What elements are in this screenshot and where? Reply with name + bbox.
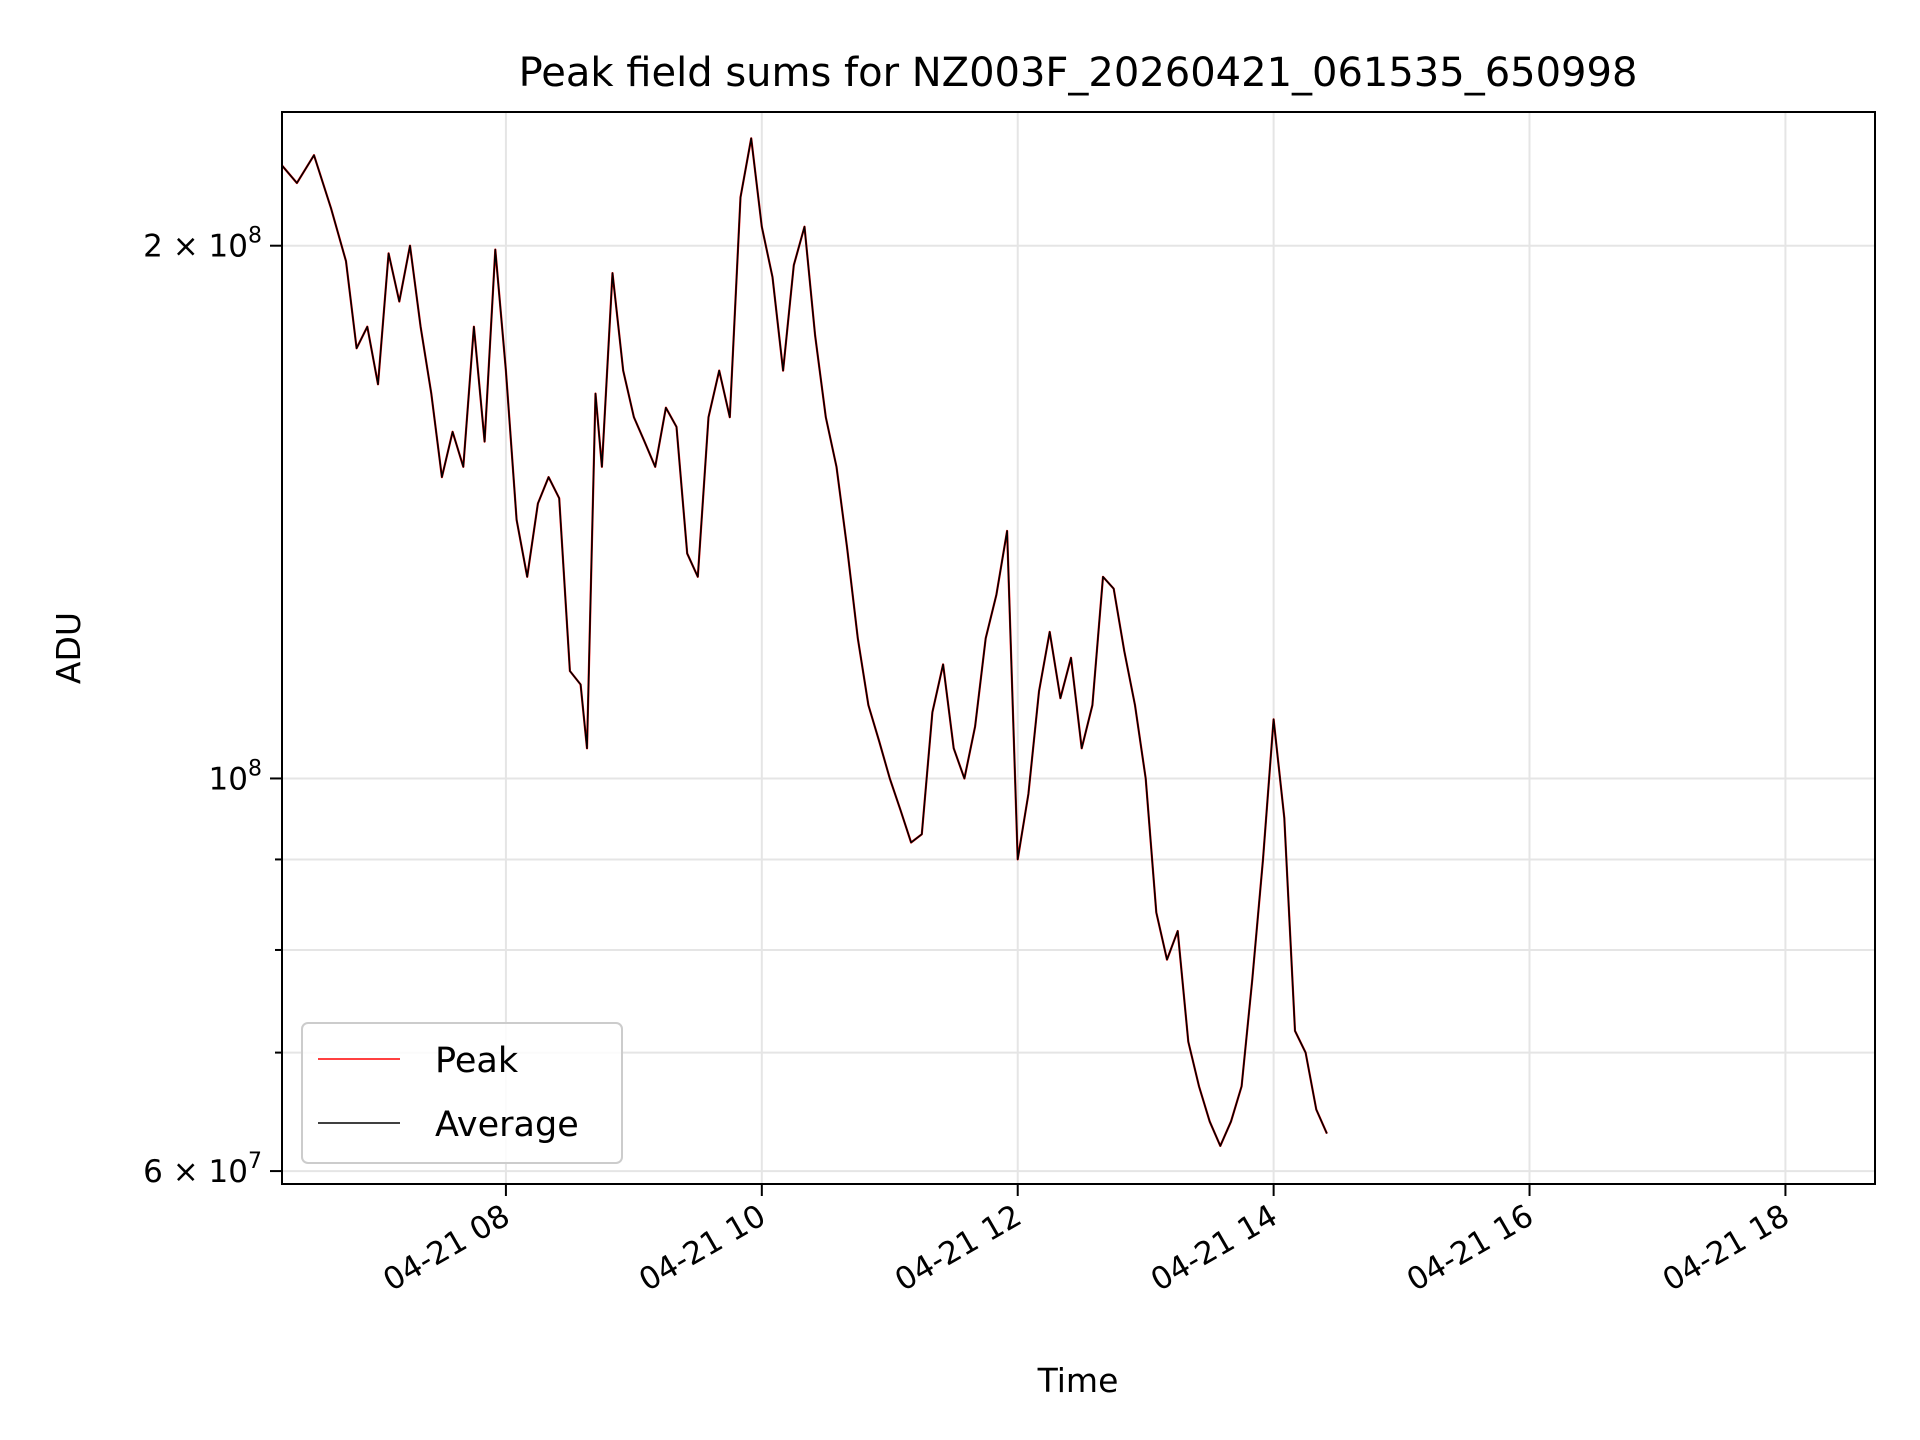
series-group bbox=[282, 137, 1328, 1148]
y-tick-label: 108 bbox=[209, 756, 262, 797]
plot-frame bbox=[281, 111, 1876, 1185]
legend-label-peak: Peak bbox=[435, 1041, 519, 1081]
series-line-average bbox=[282, 137, 1328, 1147]
y-tick-label: 6 × 107 bbox=[143, 1149, 262, 1190]
y-axis: 6 × 107 108 2 × 108 bbox=[143, 224, 282, 1190]
legend-box bbox=[301, 1022, 623, 1164]
chart-title: Peak field sums for NZ003F_20260421_0615… bbox=[519, 50, 1638, 96]
legend-label-average: Average bbox=[435, 1105, 579, 1145]
legend: Peak Average bbox=[301, 1022, 623, 1164]
y-axis-label: ADU bbox=[49, 612, 88, 684]
x-axis-label: Time bbox=[1037, 1361, 1119, 1400]
grid bbox=[282, 112, 1875, 1184]
y-tick-label: 2 × 108 bbox=[143, 224, 262, 265]
